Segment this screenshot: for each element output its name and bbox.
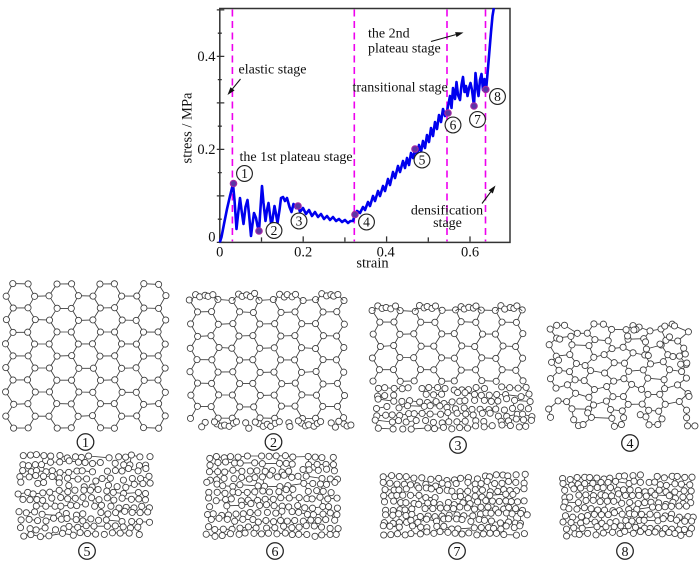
svg-text:2: 2	[271, 223, 278, 238]
svg-text:stage: stage	[433, 216, 462, 231]
svg-text:6: 6	[450, 118, 457, 133]
svg-text:1: 1	[241, 166, 248, 181]
svg-text:0: 0	[208, 230, 215, 246]
svg-text:0: 0	[216, 245, 223, 261]
svg-text:the 2nd: the 2nd	[368, 27, 410, 42]
svg-text:7: 7	[474, 112, 481, 127]
svg-text:0.2: 0.2	[294, 245, 312, 261]
svg-text:the 1st plateau stage: the 1st plateau stage	[240, 150, 353, 165]
svg-text:4: 4	[363, 215, 370, 230]
svg-text:0.6: 0.6	[461, 245, 479, 261]
svg-text:1: 1	[82, 436, 89, 451]
svg-text:3: 3	[455, 439, 462, 454]
svg-text:strain: strain	[356, 256, 389, 272]
svg-text:0.2: 0.2	[197, 142, 215, 158]
svg-text:8: 8	[622, 545, 629, 560]
svg-text:0.4: 0.4	[197, 49, 216, 65]
svg-text:5: 5	[419, 153, 426, 168]
svg-text:densification: densification	[411, 204, 483, 219]
svg-text:transitional stage: transitional stage	[353, 81, 448, 96]
svg-text:7: 7	[454, 545, 461, 560]
svg-text:0.4: 0.4	[377, 245, 396, 261]
svg-text:4: 4	[627, 437, 634, 452]
svg-text:8: 8	[494, 89, 501, 104]
svg-text:5: 5	[84, 545, 91, 560]
svg-text:stress / MPa: stress / MPa	[180, 92, 196, 163]
svg-text:3: 3	[296, 214, 303, 229]
svg-text:6: 6	[272, 545, 279, 560]
svg-text:2: 2	[270, 436, 277, 451]
svg-text:plateau stage: plateau stage	[368, 42, 441, 57]
svg-text:elastic stage: elastic stage	[239, 63, 307, 78]
